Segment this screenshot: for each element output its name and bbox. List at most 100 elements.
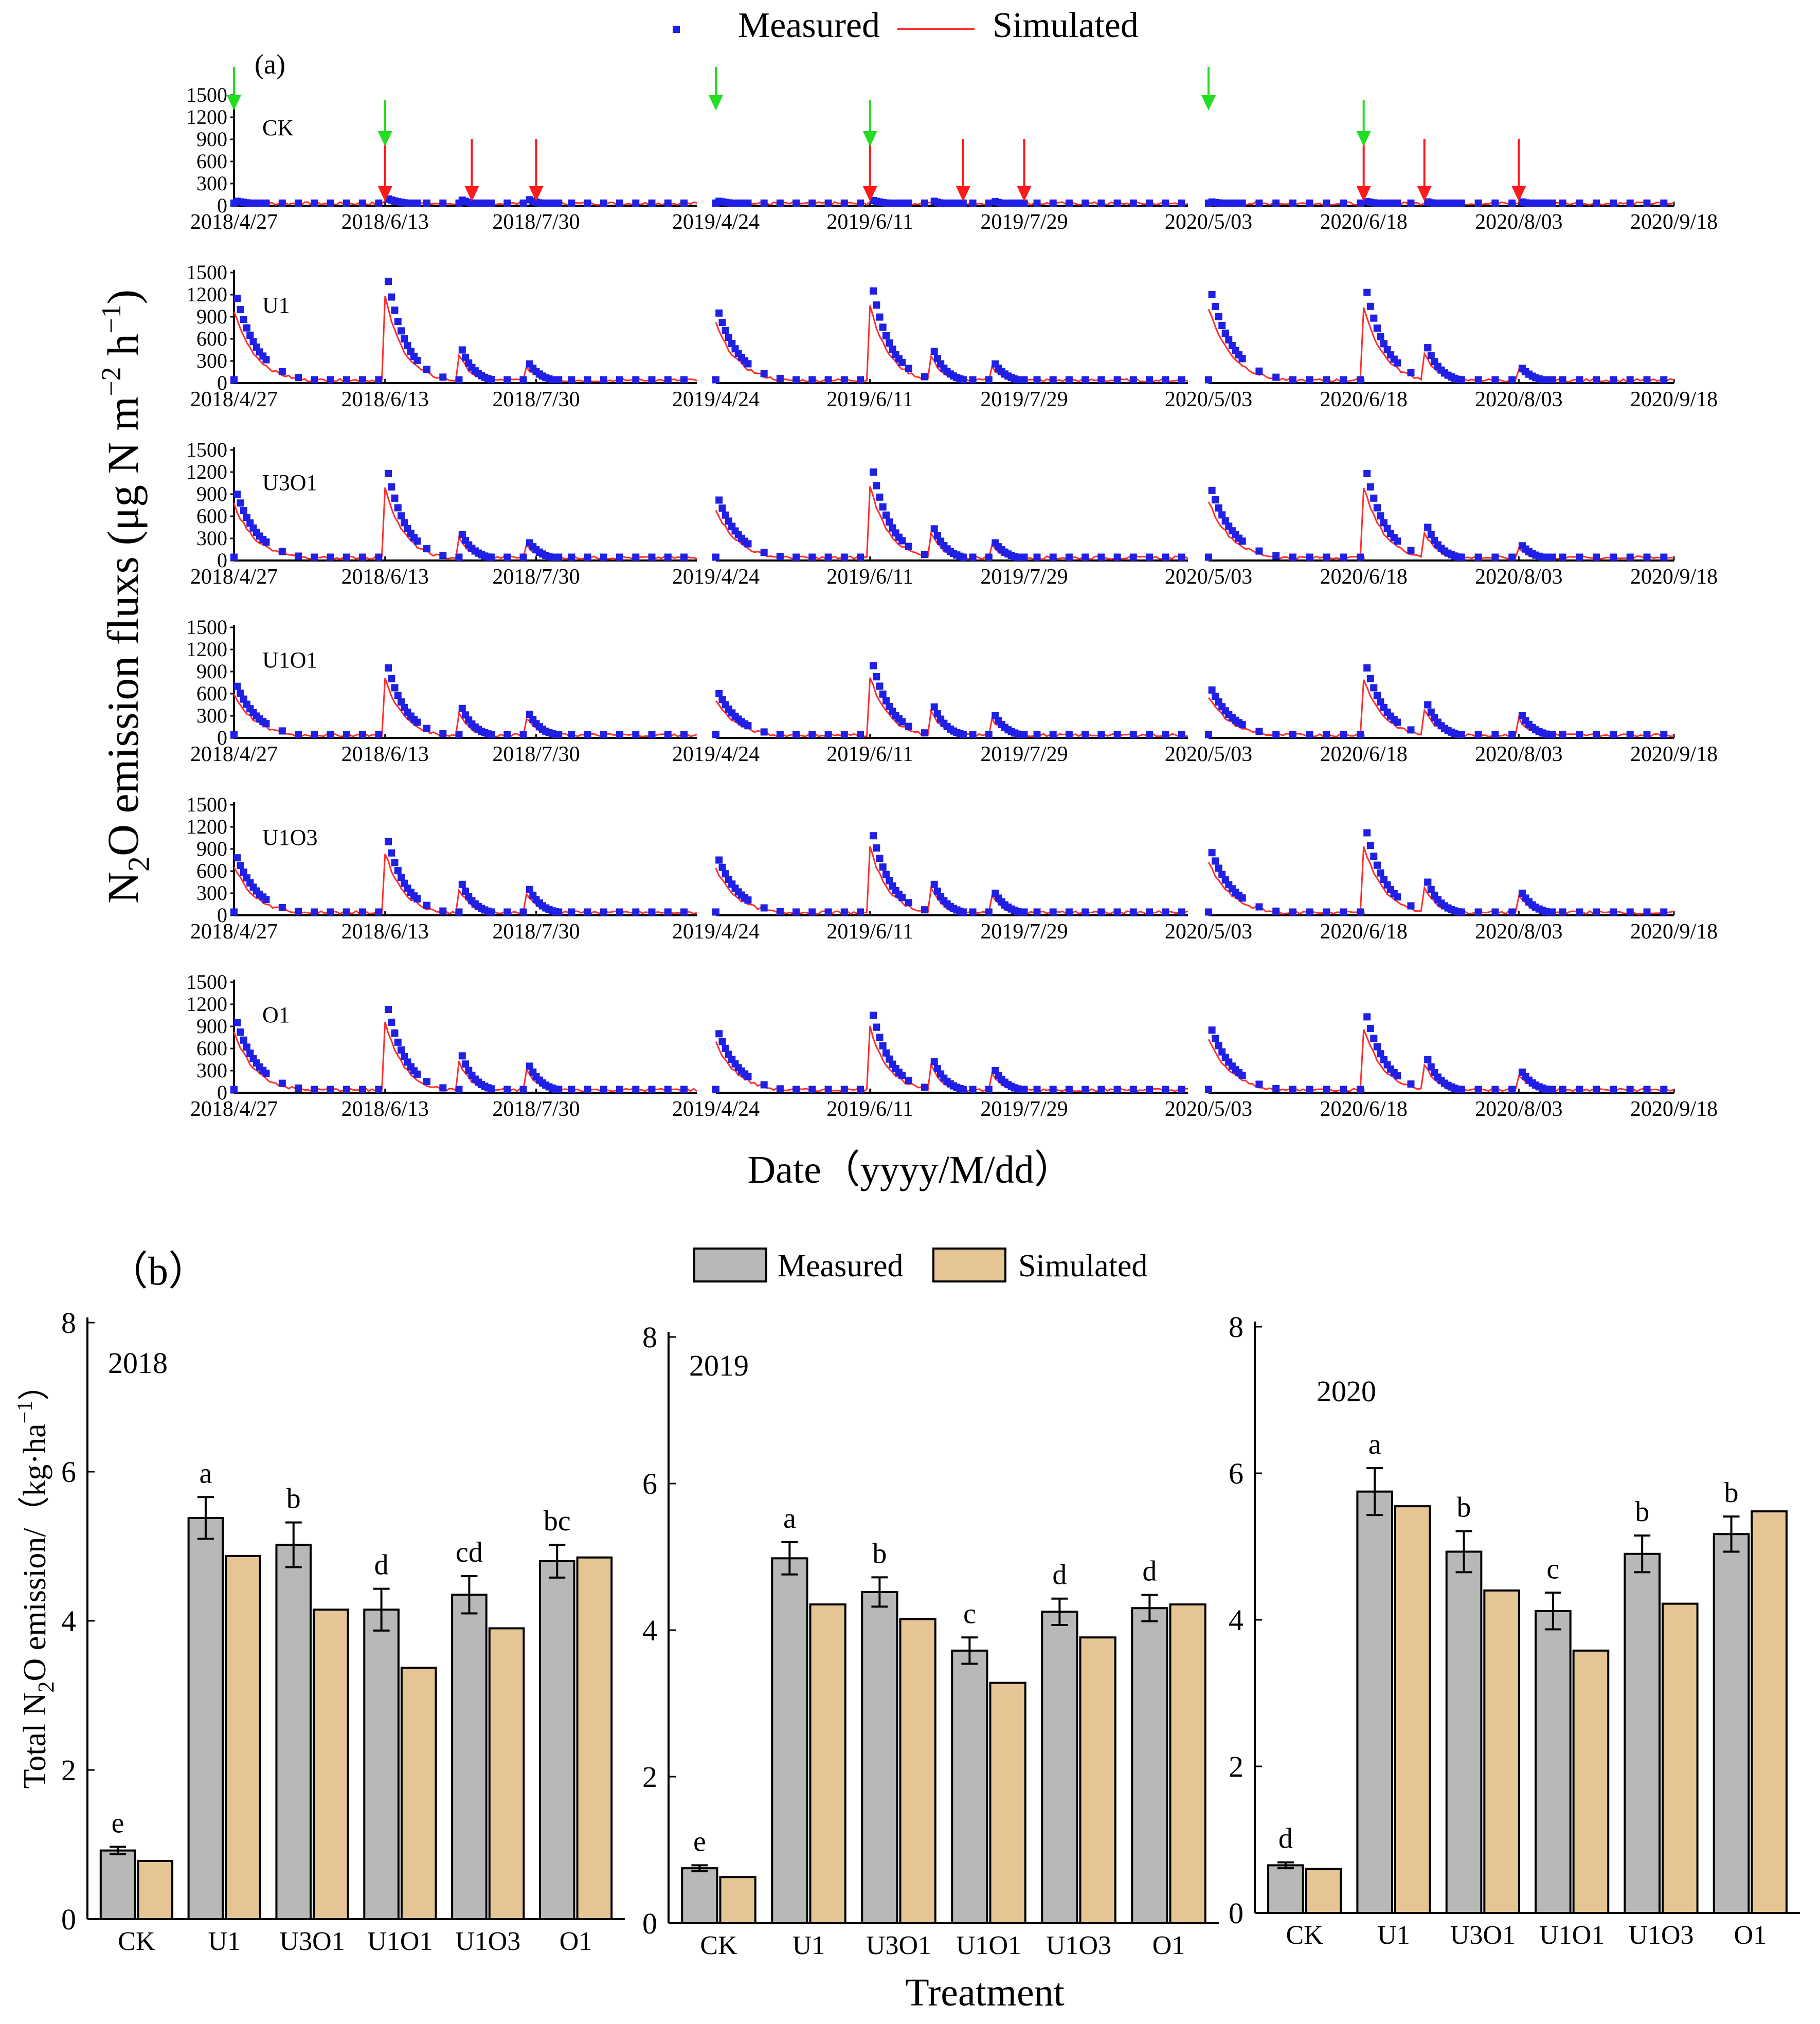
measured-point xyxy=(1457,908,1465,916)
measured-point xyxy=(1576,376,1583,384)
significance-letter: b xyxy=(1635,1496,1649,1528)
measured-point xyxy=(394,692,402,699)
segment-2020: 2020/5/03 2020/6/18 2020/8/03 2020/9/18 xyxy=(1165,664,1718,766)
measured-point xyxy=(1542,1086,1549,1093)
measured-point xyxy=(1357,553,1364,561)
measured-point xyxy=(1390,200,1398,207)
measured-point xyxy=(471,547,479,555)
measured-point xyxy=(278,200,286,207)
measured-point xyxy=(680,1086,688,1093)
error-bar xyxy=(1455,1530,1472,1574)
measured-point xyxy=(1559,1086,1566,1093)
measured-point xyxy=(1491,376,1499,384)
measured-point xyxy=(375,553,383,561)
x-tick-label: 2020/6/18 xyxy=(1320,743,1407,766)
measured-point xyxy=(664,200,672,207)
measured-point xyxy=(718,319,726,326)
measured-point xyxy=(1427,352,1435,359)
measured-point xyxy=(792,376,800,384)
error-bar xyxy=(871,1576,888,1608)
measured-point xyxy=(879,1042,887,1050)
measured-point xyxy=(616,376,623,384)
error-bar xyxy=(197,1496,214,1540)
measured-point xyxy=(407,530,415,537)
measured-point xyxy=(278,548,286,555)
measured-point xyxy=(1221,517,1229,525)
measured-point xyxy=(439,373,447,381)
measured-point xyxy=(953,906,961,914)
measured-point xyxy=(1576,731,1583,738)
measured-point xyxy=(1542,376,1549,384)
measured-point xyxy=(1289,200,1296,207)
y-tick-label: 1500 xyxy=(186,616,227,639)
measured-point xyxy=(1178,908,1185,916)
measured-point xyxy=(230,200,238,207)
measured-point xyxy=(824,200,832,207)
measured-point xyxy=(953,374,961,382)
legend-simulated-swatch xyxy=(932,1248,1006,1282)
measured-point xyxy=(535,548,543,556)
measured-point xyxy=(632,908,640,916)
measured-point xyxy=(1407,902,1415,910)
measured-point xyxy=(1542,730,1549,738)
x-tick-label: 2020/8/03 xyxy=(1475,388,1562,411)
measured-point xyxy=(953,551,961,559)
significance-letter: d xyxy=(1278,1823,1293,1855)
segment-2020: 2020/5/03 2020/6/18 2020/8/03 2020/9/18 xyxy=(1165,469,1718,589)
y-tick-label: 1200 xyxy=(186,815,227,838)
category-label: U1O1 xyxy=(956,1931,1021,1960)
measured-point xyxy=(905,1076,912,1084)
measured-point xyxy=(568,200,575,207)
measured-point xyxy=(882,871,890,878)
measured-point xyxy=(375,731,383,738)
measured-point xyxy=(503,200,511,207)
measured-point xyxy=(664,376,672,384)
measured-point xyxy=(471,900,479,908)
measured-point xyxy=(359,1086,366,1093)
category-label: U1O1 xyxy=(1539,1921,1605,1950)
measured-point xyxy=(488,1085,495,1093)
measured-point xyxy=(905,543,912,550)
error-bar xyxy=(1051,1597,1068,1627)
measured-point xyxy=(246,1050,254,1057)
measured-point xyxy=(776,1085,784,1093)
measured-point xyxy=(388,1018,395,1026)
measured-point xyxy=(1082,553,1089,561)
measured-point xyxy=(375,376,383,384)
measured-point xyxy=(401,335,408,342)
measured-point xyxy=(1001,548,1008,556)
measured-point xyxy=(455,376,463,384)
measured-point xyxy=(455,1086,463,1093)
measured-point xyxy=(648,553,656,561)
measured-point xyxy=(1323,553,1330,561)
measured-point xyxy=(1178,200,1185,207)
measured-point xyxy=(1129,1086,1137,1093)
measured-point xyxy=(1049,376,1057,384)
bar-simulated-CK xyxy=(719,1876,756,1925)
measured-point xyxy=(889,524,896,532)
x-tick-label: 2019/4/24 xyxy=(672,743,760,766)
error-bar xyxy=(1544,1592,1561,1631)
measured-point xyxy=(905,365,912,372)
x-tick-label: 2018/4/27 xyxy=(190,743,278,766)
measured-point xyxy=(1238,355,1246,363)
measured-point xyxy=(715,690,723,697)
measured-point xyxy=(718,1038,726,1045)
measured-point xyxy=(776,200,784,207)
measured-point xyxy=(930,1058,938,1065)
measured-point xyxy=(921,1083,928,1091)
measured-point xyxy=(240,1036,247,1044)
measured-point xyxy=(233,854,241,862)
measured-point xyxy=(937,360,945,368)
measured-point xyxy=(385,1006,392,1013)
measured-point xyxy=(1542,553,1549,561)
measured-point xyxy=(398,512,405,520)
measured-point xyxy=(930,880,938,888)
measured-point xyxy=(930,703,938,711)
measured-point xyxy=(1001,1078,1008,1086)
measured-point xyxy=(503,376,511,384)
measured-point xyxy=(295,552,302,560)
error-bar xyxy=(549,1544,566,1579)
measured-point xyxy=(519,553,527,561)
measured-point xyxy=(1162,200,1169,207)
